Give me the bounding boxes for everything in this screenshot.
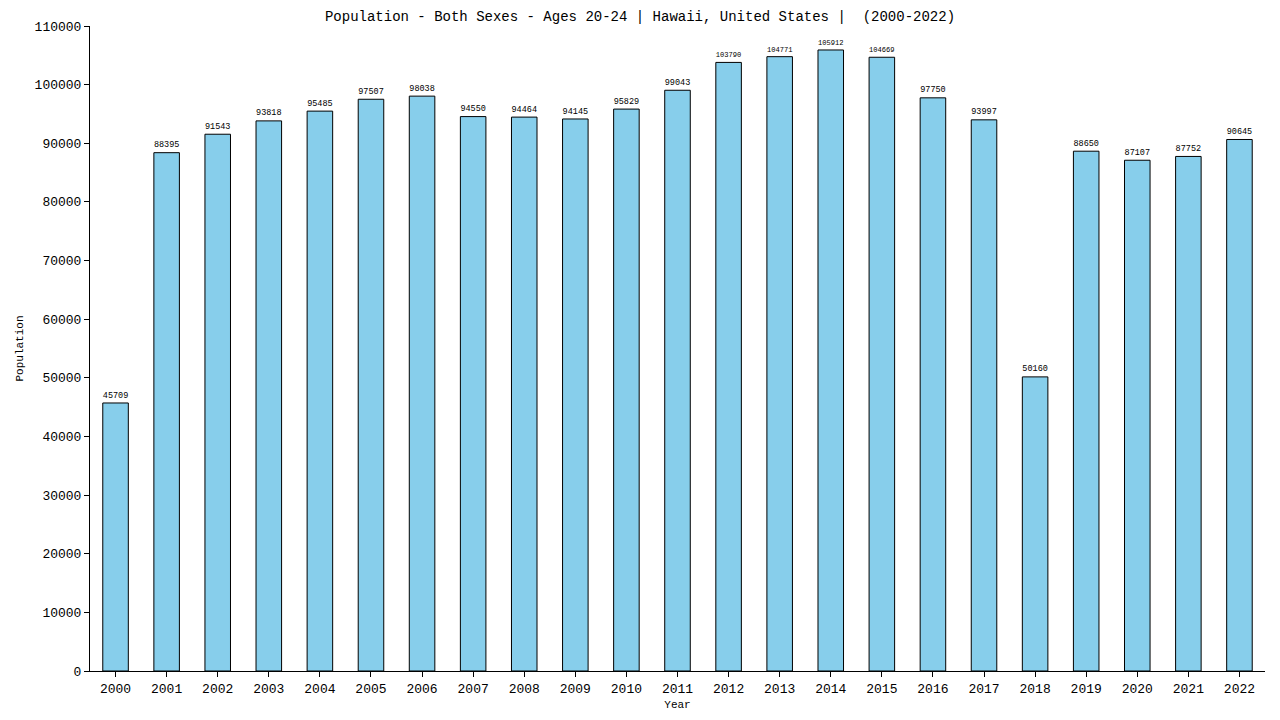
svg-text:90000: 90000: [42, 137, 81, 152]
svg-text:Population - Both Sexes - Ages: Population - Both Sexes - Ages 20-24 | H…: [325, 9, 955, 25]
svg-text:70000: 70000: [42, 254, 81, 269]
svg-text:10000: 10000: [42, 606, 81, 621]
svg-text:2003: 2003: [253, 682, 284, 697]
svg-text:40000: 40000: [42, 430, 81, 445]
svg-text:2008: 2008: [509, 682, 540, 697]
svg-text:2011: 2011: [662, 682, 693, 697]
svg-text:2020: 2020: [1122, 682, 1153, 697]
svg-text:2018: 2018: [1020, 682, 1051, 697]
svg-text:104669: 104669: [869, 46, 895, 54]
svg-text:87107: 87107: [1125, 148, 1151, 158]
svg-text:90645: 90645: [1227, 127, 1253, 137]
svg-text:100000: 100000: [35, 78, 82, 93]
svg-text:60000: 60000: [42, 313, 81, 328]
svg-text:97507: 97507: [358, 87, 384, 97]
svg-text:95829: 95829: [614, 97, 640, 107]
svg-text:30000: 30000: [42, 489, 81, 504]
svg-text:110000: 110000: [35, 20, 82, 35]
svg-text:104771: 104771: [767, 46, 793, 54]
svg-text:93818: 93818: [256, 108, 282, 118]
svg-text:105912: 105912: [818, 39, 844, 47]
svg-text:2016: 2016: [917, 682, 948, 697]
svg-text:94464: 94464: [511, 105, 537, 115]
svg-text:88650: 88650: [1073, 139, 1099, 149]
svg-text:95485: 95485: [307, 99, 333, 109]
svg-text:2012: 2012: [713, 682, 744, 697]
svg-text:Population: Population: [14, 315, 26, 381]
svg-text:20000: 20000: [42, 547, 81, 562]
svg-text:2010: 2010: [611, 682, 642, 697]
svg-text:45709: 45709: [103, 391, 129, 401]
svg-text:2017: 2017: [968, 682, 999, 697]
svg-text:80000: 80000: [42, 195, 81, 210]
svg-text:2006: 2006: [406, 682, 437, 697]
svg-text:2001: 2001: [151, 682, 182, 697]
svg-text:2014: 2014: [815, 682, 846, 697]
svg-text:2013: 2013: [764, 682, 795, 697]
svg-text:99043: 99043: [665, 78, 691, 88]
svg-text:87752: 87752: [1176, 144, 1202, 154]
svg-text:103790: 103790: [716, 51, 742, 59]
svg-text:93997: 93997: [971, 107, 997, 117]
svg-text:98038: 98038: [409, 84, 435, 94]
svg-text:50160: 50160: [1022, 364, 1048, 374]
svg-text:2002: 2002: [202, 682, 233, 697]
svg-text:94550: 94550: [460, 104, 486, 114]
svg-text:88395: 88395: [154, 140, 180, 150]
svg-text:2000: 2000: [100, 682, 131, 697]
svg-text:2007: 2007: [458, 682, 489, 697]
svg-text:50000: 50000: [42, 371, 81, 386]
svg-text:91543: 91543: [205, 122, 231, 132]
svg-text:2005: 2005: [355, 682, 386, 697]
svg-text:94145: 94145: [563, 107, 589, 117]
svg-text:2019: 2019: [1071, 682, 1102, 697]
svg-text:Year: Year: [664, 699, 690, 711]
svg-text:97750: 97750: [920, 85, 946, 95]
svg-text:0: 0: [74, 665, 82, 680]
svg-text:2015: 2015: [866, 682, 897, 697]
svg-text:2021: 2021: [1173, 682, 1204, 697]
svg-text:2004: 2004: [304, 682, 335, 697]
svg-text:2022: 2022: [1224, 682, 1255, 697]
svg-text:2009: 2009: [560, 682, 591, 697]
